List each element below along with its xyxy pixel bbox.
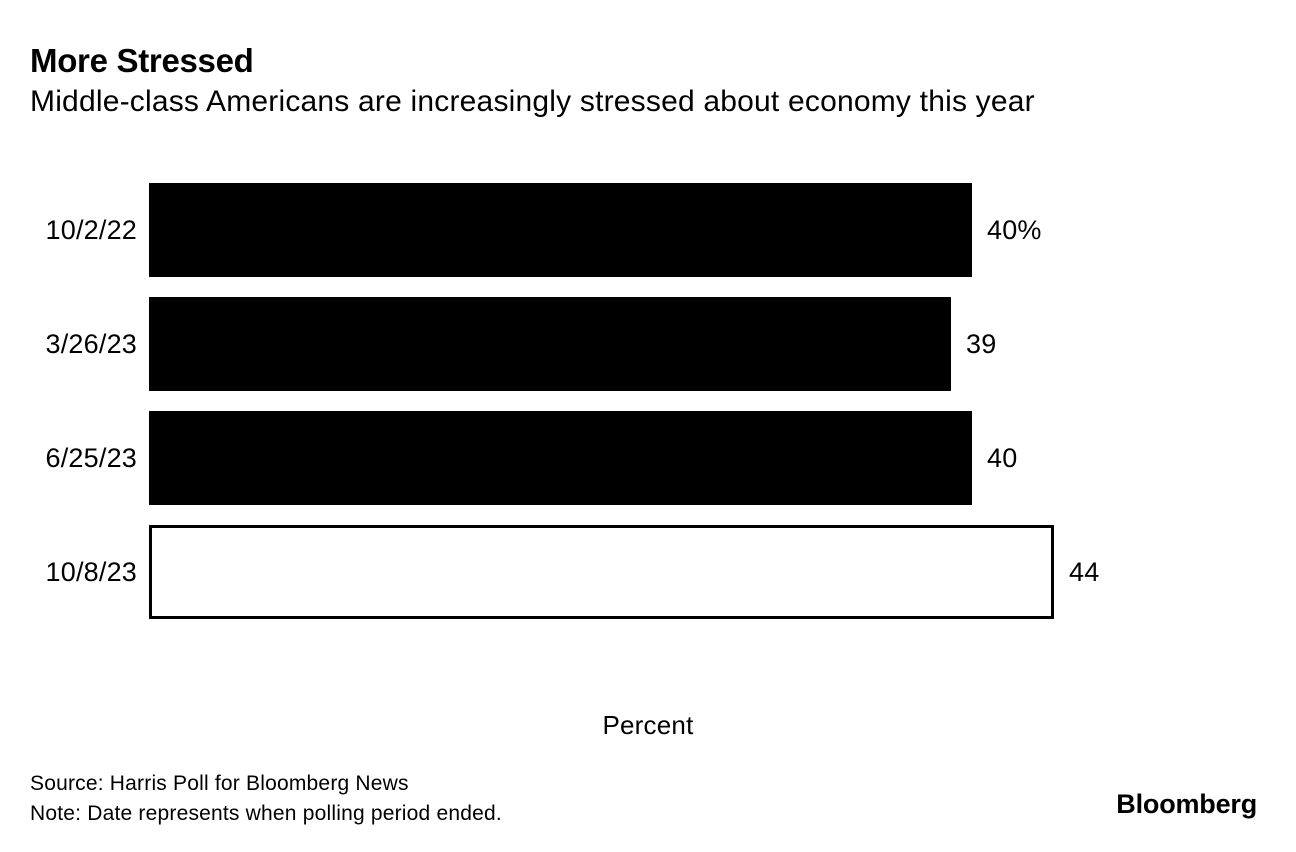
value-label: 40 <box>987 442 1018 473</box>
bar-row: 3/26/23 39 <box>0 297 1296 391</box>
chart-subtitle: Middle-class Americans are increasingly … <box>30 85 1035 118</box>
value-label: 44 <box>1069 556 1100 587</box>
bar-row: 10/2/22 40% <box>0 183 1296 277</box>
value-label: 40% <box>987 214 1042 245</box>
value-label: 39 <box>966 328 997 359</box>
bar-row: 6/25/23 40 <box>0 411 1296 505</box>
bar-row: 10/8/23 44 <box>0 525 1296 619</box>
chart-title: More Stressed <box>30 42 254 79</box>
note-line: Note: Date represents when polling perio… <box>30 802 502 825</box>
bar-chart: 10/2/22 40% 3/26/23 39 6/25/23 40 10/8/23 44 <box>0 183 1296 639</box>
source-line: Source: Harris Poll for Bloomberg News <box>30 772 409 795</box>
x-axis-label: Percent <box>602 710 694 740</box>
category-label: 6/25/23 <box>45 442 137 473</box>
footnotes: Source: Harris Poll for Bloomberg News N… <box>30 769 502 829</box>
category-label: 10/2/22 <box>45 214 137 245</box>
bar <box>149 183 972 277</box>
bar <box>149 411 972 505</box>
bar <box>149 297 951 391</box>
bloomberg-logo: Bloomberg <box>1116 789 1257 819</box>
category-label: 3/26/23 <box>45 328 137 359</box>
bar <box>149 525 1054 619</box>
category-label: 10/8/23 <box>45 556 137 587</box>
